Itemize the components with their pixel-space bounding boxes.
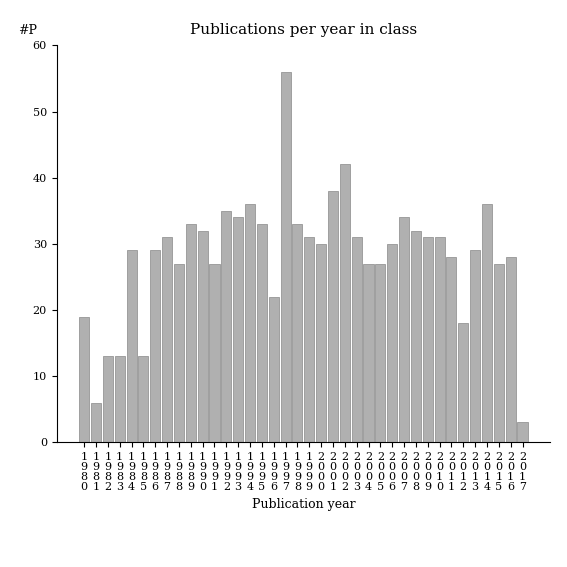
Bar [363,264,374,442]
Bar [328,191,338,442]
Bar [399,217,409,442]
Bar [91,403,101,442]
Bar [434,237,445,442]
Bar [482,204,492,442]
Bar [340,164,350,442]
Bar [518,422,527,442]
Bar [387,244,397,442]
Bar [79,316,89,442]
Bar [115,356,125,442]
Bar [470,251,480,442]
Bar [233,217,243,442]
Bar [103,356,113,442]
Bar [221,211,231,442]
Bar [423,237,433,442]
Bar [209,264,219,442]
Bar [198,231,208,442]
Bar [138,356,149,442]
Title: Publications per year in class: Publications per year in class [190,23,417,37]
Bar [281,72,291,442]
X-axis label: Publication year: Publication year [252,497,355,510]
Bar [257,224,267,442]
Bar [269,297,279,442]
Bar [506,257,516,442]
Bar [186,224,196,442]
Bar [446,257,456,442]
Bar [375,264,386,442]
Bar [411,231,421,442]
Bar [126,251,137,442]
Bar [245,204,255,442]
Bar [150,251,160,442]
Bar [162,237,172,442]
Bar [494,264,504,442]
Bar [352,237,362,442]
Bar [174,264,184,442]
Bar [293,224,302,442]
Bar [316,244,326,442]
Bar [304,237,314,442]
Y-axis label: #P: #P [18,24,37,37]
Bar [458,323,468,442]
